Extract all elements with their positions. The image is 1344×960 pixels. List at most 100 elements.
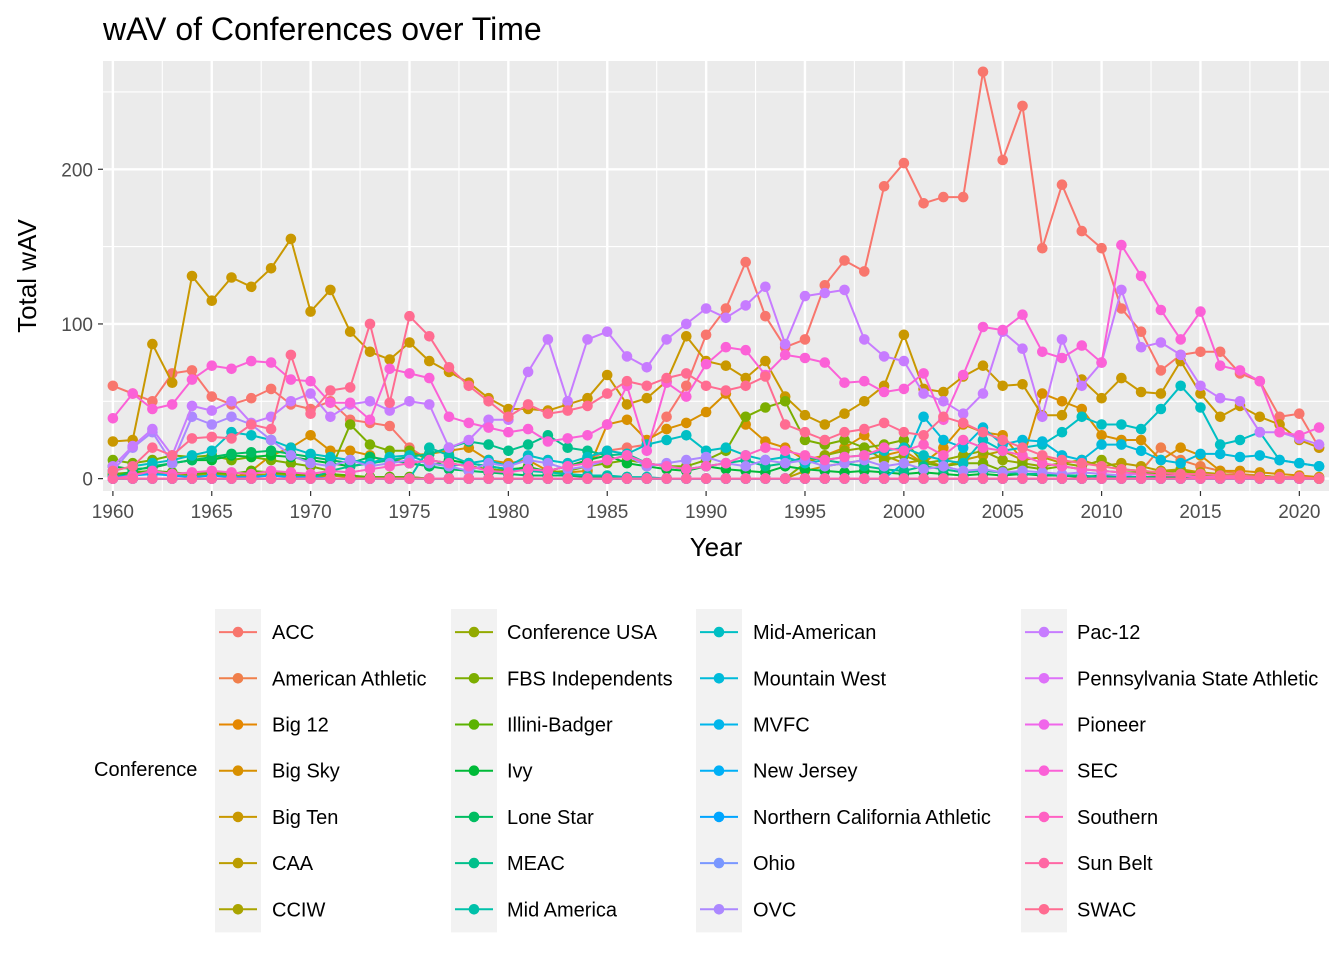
data-point xyxy=(1175,468,1186,480)
data-point xyxy=(127,440,138,452)
legend-item: SEC xyxy=(1025,761,1118,783)
data-point xyxy=(1076,473,1088,484)
data-point xyxy=(720,312,732,324)
data-point xyxy=(819,454,831,466)
data-point xyxy=(621,351,633,362)
legend-label: Big 12 xyxy=(272,715,329,737)
data-point xyxy=(1017,309,1028,321)
data-point xyxy=(779,473,791,484)
legend-key-point xyxy=(713,857,725,869)
data-point xyxy=(957,191,969,203)
legend-label: FBS Independents xyxy=(507,668,673,690)
data-point xyxy=(740,300,751,311)
legend-key-point xyxy=(468,719,480,730)
legend-key-point xyxy=(468,904,480,915)
data-point xyxy=(344,454,356,466)
data-point xyxy=(265,357,277,368)
data-point xyxy=(325,385,336,396)
data-point xyxy=(740,380,751,392)
data-point xyxy=(285,349,297,361)
data-point xyxy=(621,473,633,484)
data-point xyxy=(186,473,198,484)
legend-label: Mid America xyxy=(507,899,618,921)
data-point xyxy=(957,465,969,477)
data-point xyxy=(226,448,237,460)
data-point xyxy=(898,445,910,457)
legend-label: ACC xyxy=(272,622,314,644)
legend-item: Northern California Athletic xyxy=(700,807,991,829)
data-point xyxy=(681,380,692,392)
data-point xyxy=(1017,343,1028,355)
x-tick-label: 2000 xyxy=(883,502,925,523)
data-point xyxy=(384,461,396,472)
data-point xyxy=(226,363,237,375)
data-point xyxy=(1254,375,1266,387)
data-point xyxy=(760,355,771,367)
data-point xyxy=(443,442,455,454)
data-point xyxy=(1096,473,1107,484)
legend-key-point xyxy=(232,719,244,730)
data-point xyxy=(582,430,593,441)
data-point xyxy=(878,473,890,484)
y-axis: 0 100 200 xyxy=(61,160,103,491)
data-point xyxy=(522,399,534,410)
legend-item: FBS Independents xyxy=(455,668,673,690)
x-tick-label: 1975 xyxy=(388,502,430,523)
data-point xyxy=(760,281,771,293)
data-point xyxy=(720,442,732,454)
data-point xyxy=(384,354,396,365)
data-point xyxy=(938,434,949,446)
data-point xyxy=(621,375,633,387)
data-point xyxy=(562,433,573,444)
data-point xyxy=(424,399,435,410)
data-point xyxy=(681,430,692,441)
data-point xyxy=(918,464,929,475)
x-tick-label: 1965 xyxy=(191,502,233,523)
data-point xyxy=(1076,457,1088,469)
legend-key-point xyxy=(232,626,244,638)
data-point xyxy=(1076,380,1088,392)
data-point xyxy=(839,426,850,438)
legend-item: Pioneer xyxy=(1025,715,1146,737)
data-point xyxy=(1195,380,1206,392)
data-point xyxy=(1234,451,1246,463)
legend-title: Conference xyxy=(94,759,197,781)
data-point xyxy=(700,451,712,463)
data-point xyxy=(542,473,554,484)
data-point xyxy=(878,461,890,472)
data-point xyxy=(246,447,257,458)
data-point xyxy=(424,331,435,342)
data-point xyxy=(898,426,910,438)
x-tick-label: 1985 xyxy=(586,502,628,523)
legend-label: Pac-12 xyxy=(1077,622,1140,644)
data-point xyxy=(384,473,396,484)
data-point xyxy=(344,445,356,457)
data-point xyxy=(760,454,771,466)
data-point xyxy=(681,454,692,466)
data-point xyxy=(1175,380,1186,392)
data-point xyxy=(325,411,336,423)
data-point xyxy=(681,368,692,379)
data-point xyxy=(878,417,890,429)
legend-label: Conference USA xyxy=(507,622,658,644)
data-point xyxy=(938,386,949,398)
legend-label: CCIW xyxy=(272,899,325,921)
data-point xyxy=(859,266,870,277)
chart-title: wAV of Conferences over Time xyxy=(102,11,542,47)
data-point xyxy=(186,433,198,444)
data-point xyxy=(503,426,514,438)
data-point xyxy=(799,290,811,302)
data-point xyxy=(799,473,811,484)
data-point xyxy=(582,334,593,345)
data-point xyxy=(859,423,870,435)
data-point xyxy=(601,445,613,457)
data-point xyxy=(107,436,119,447)
data-point xyxy=(1135,473,1147,484)
series-swac xyxy=(107,310,1325,484)
data-point xyxy=(265,263,277,274)
x-axis-title: Year xyxy=(690,532,743,562)
data-point xyxy=(799,409,811,421)
data-point xyxy=(819,280,831,291)
data-point xyxy=(206,473,218,484)
legend-label: Pennsylvania State Athletic xyxy=(1077,668,1318,690)
